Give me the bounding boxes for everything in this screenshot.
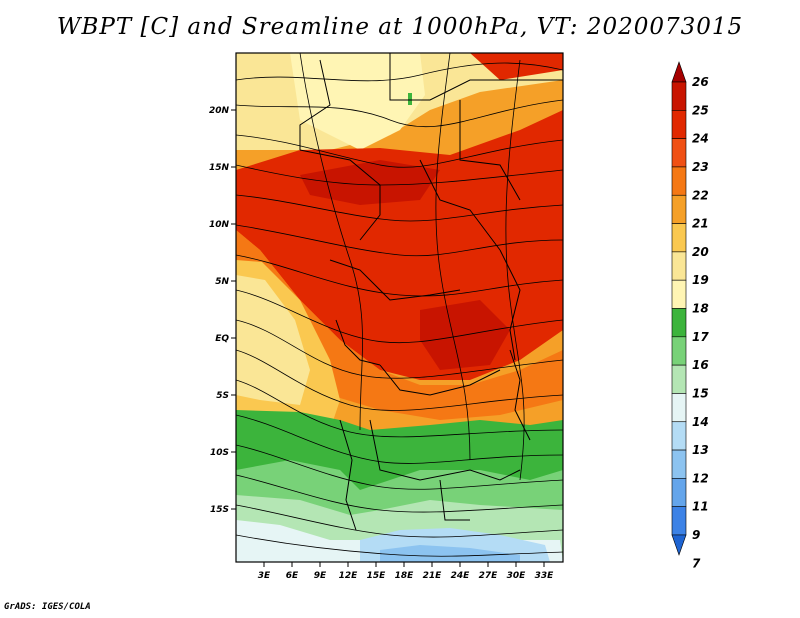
colorbar-segment: [671, 138, 687, 168]
colorbar-label: 22: [692, 188, 709, 202]
lon-tick-label: 12E: [339, 571, 359, 581]
colorbar-segment: [671, 251, 687, 281]
colorbar-label: 20: [692, 245, 709, 259]
colorbar-segment: [671, 223, 687, 253]
colorbar-label: 26: [692, 75, 709, 89]
colorbar-label: 7: [692, 556, 701, 570]
colorbar-segment: [671, 364, 687, 394]
colorbar-segment: [671, 81, 687, 111]
lon-tick-label: 18E: [395, 571, 415, 581]
colorbar-label: 21: [692, 217, 709, 231]
colorbar-segment: [671, 478, 687, 507]
colorbar-segment: [671, 393, 687, 423]
colorbar-segment: [671, 166, 687, 196]
colorbar-segment: [671, 534, 687, 556]
lat-tick-label: 10S: [210, 448, 229, 458]
lat-axis: 20N 15N 10N 5N EQ 5S 10S 15S: [209, 106, 236, 515]
colorbar-label: 19: [692, 273, 709, 287]
colorbar-label: 17: [692, 330, 709, 344]
lon-tick-label: 15E: [367, 571, 387, 581]
colorbar-label: 9: [692, 528, 700, 542]
colorbar-label: 25: [692, 103, 709, 117]
lat-tick-label: 5N: [215, 277, 229, 287]
wbpt-field: [236, 53, 563, 562]
lon-tick-label: 27E: [479, 571, 499, 581]
colorbar-label: 15: [692, 386, 709, 400]
colorbar-segment: [671, 194, 687, 224]
colorbar-label: 16: [692, 358, 709, 372]
colorbar-label: 11: [692, 500, 709, 514]
lat-tick-label: 10N: [209, 220, 230, 230]
colorbar-label: 18: [692, 302, 709, 316]
map-title: WBPT [C] and Sreamline at 1000hPa, VT: 2…: [56, 14, 744, 40]
country-borders: [299, 53, 563, 531]
lon-tick-label: 6E: [286, 571, 299, 581]
colorbar-segment: [671, 279, 687, 309]
colorbar-segment: [671, 421, 687, 451]
colorbar-label: 12: [692, 471, 709, 485]
colorbar-label: 23: [692, 160, 709, 174]
lat-tick-label: 15N: [209, 163, 230, 173]
lon-tick-label: 30E: [507, 571, 527, 581]
colorbar-segment: [671, 506, 687, 536]
colorbar-segment: [671, 61, 687, 83]
lon-tick-label: 33E: [535, 571, 555, 581]
colorbar: 26 25 24 23 22 21 20 19 18 17 16 15 14 13 12 11 9 7: [671, 61, 709, 570]
lon-tick-label: 24E: [451, 571, 471, 581]
streamlines: [236, 53, 563, 557]
colorbar-label: 14: [692, 415, 709, 429]
lon-tick-label: 3E: [258, 571, 271, 581]
colorbar-label: 13: [692, 443, 709, 457]
colorbar-label: 24: [692, 132, 709, 146]
lat-tick-label: 15S: [210, 505, 229, 515]
lat-tick-label: EQ: [215, 334, 229, 344]
colorbar-segment: [671, 308, 687, 338]
lon-axis: 3E 6E 9E 12E 15E 18E 21E 24E 27E 30E 33E: [258, 562, 554, 581]
colorbar-segment: [671, 449, 687, 479]
lat-tick-label: 20N: [209, 106, 230, 116]
lon-tick-label: 9E: [314, 571, 327, 581]
lat-tick-label: 5S: [216, 391, 229, 401]
grads-credit: GrADS: IGES/COLA: [4, 602, 91, 612]
map-frame: [235, 52, 564, 563]
colorbar-segment: [671, 110, 687, 139]
colorbar-segment: [671, 336, 687, 366]
lon-tick-label: 21E: [423, 571, 443, 581]
